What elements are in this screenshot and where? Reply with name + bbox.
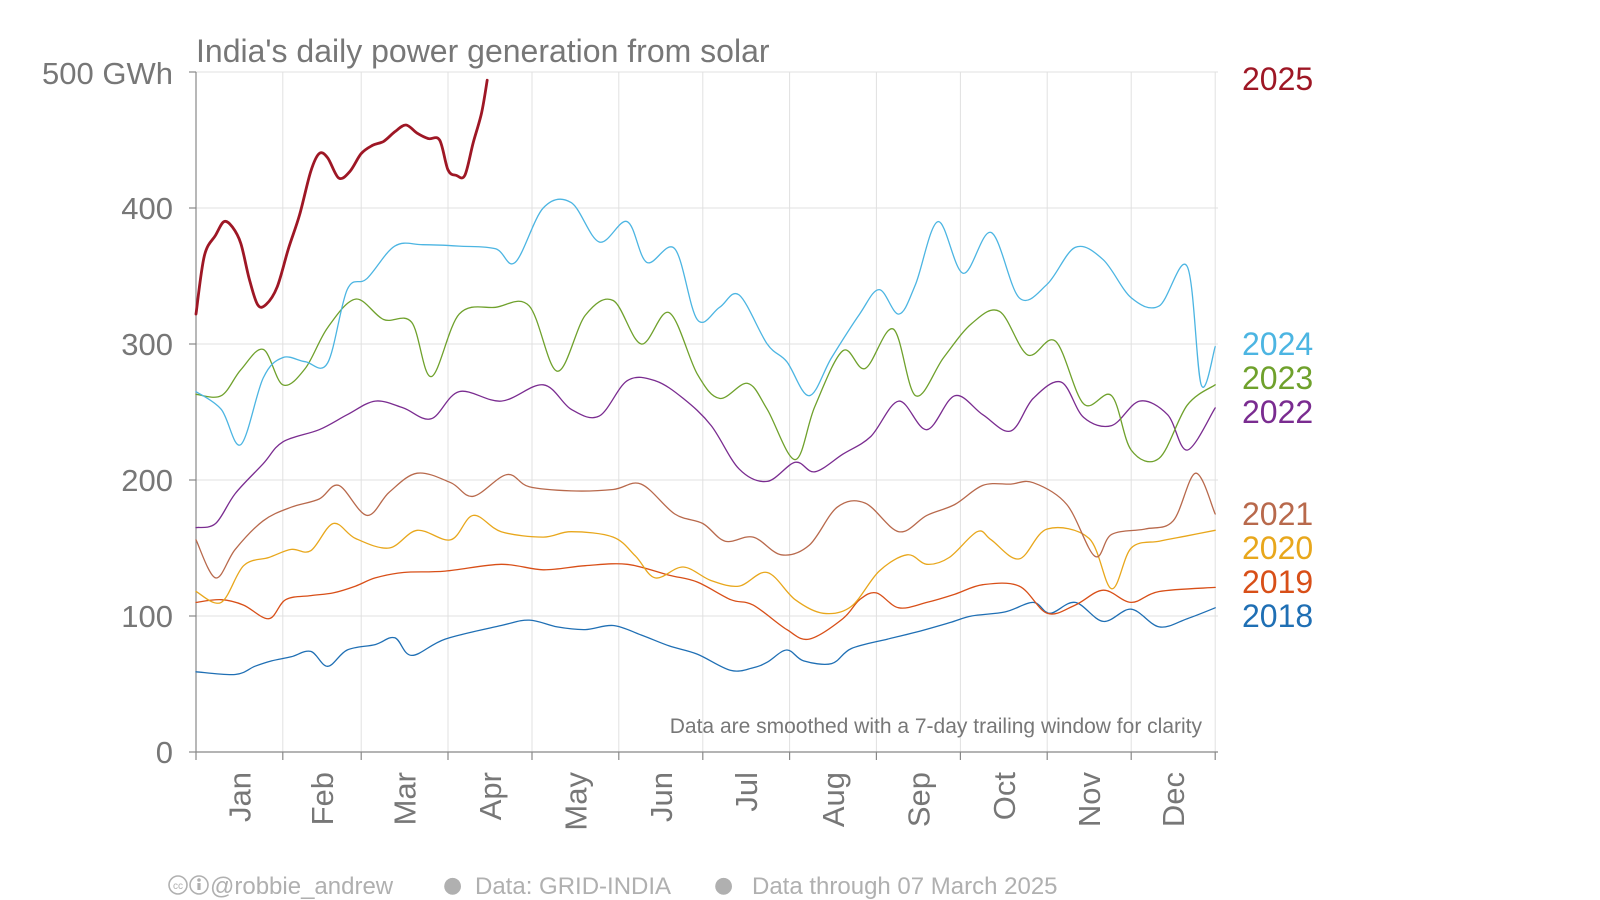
x-month-label: Jun bbox=[644, 772, 679, 822]
series-layer bbox=[194, 78, 1216, 676]
x-month-label: Feb bbox=[305, 772, 340, 825]
x-month-label: Jul bbox=[729, 772, 764, 812]
y-tick-label: 200 bbox=[121, 463, 173, 498]
credit-separator-dot: ● bbox=[714, 873, 733, 898]
legend-label-2018: 2018 bbox=[1242, 598, 1313, 634]
x-month-label: Apr bbox=[473, 772, 508, 820]
legend-label-2022: 2022 bbox=[1242, 394, 1313, 430]
legend-label-2019: 2019 bbox=[1242, 564, 1313, 600]
y-axis-top-unit-label: 500 GWh bbox=[42, 56, 173, 91]
svg-text:cc: cc bbox=[173, 881, 183, 892]
author-credit: @robbie_andrew bbox=[210, 873, 394, 900]
credit-separator-dot: ● bbox=[443, 873, 462, 898]
series-line-2024 bbox=[195, 198, 1216, 446]
series-line-2021 bbox=[195, 472, 1216, 579]
legend-label-2024: 2024 bbox=[1242, 326, 1313, 362]
creative-commons-icon: cc bbox=[168, 875, 188, 895]
series-line-2020 bbox=[195, 514, 1216, 615]
series-line-2022 bbox=[195, 376, 1216, 529]
x-month-label: Aug bbox=[816, 772, 851, 827]
x-month-label: Dec bbox=[1156, 772, 1191, 827]
credits-line: cc @robbie_andrew ● Data: GRID-INDIA ● D… bbox=[168, 873, 1058, 900]
y-tick-label: 100 bbox=[121, 599, 173, 634]
series-line-2025 bbox=[194, 78, 489, 316]
series-line-2019 bbox=[195, 563, 1216, 641]
grid-layer bbox=[196, 71, 1218, 753]
legend-label-2023: 2023 bbox=[1242, 360, 1313, 396]
chart-title: India's daily power generation from sola… bbox=[196, 33, 770, 69]
data-source-credit: Data: GRID-INDIA bbox=[475, 873, 671, 900]
legend-label-2025: 2025 bbox=[1242, 61, 1313, 97]
y-tick-label: 400 bbox=[121, 191, 173, 226]
x-month-label: Mar bbox=[388, 772, 423, 825]
smoothing-annotation: Data are smoothed with a 7-day trailing … bbox=[670, 715, 1203, 738]
axis-layer: 0 100 200 300 400 Jan Feb Mar Apr May Jun Jul Aug Sep… bbox=[121, 71, 1218, 831]
attribution-icon bbox=[189, 875, 209, 895]
x-month-label: Jan bbox=[222, 772, 257, 822]
data-through-credit: Data through 07 March 2025 bbox=[752, 873, 1058, 900]
y-tick-label: 0 bbox=[156, 735, 173, 770]
series-line-2023 bbox=[195, 298, 1216, 463]
x-month-label: May bbox=[558, 772, 593, 831]
legend-label-2020: 2020 bbox=[1242, 530, 1313, 566]
x-month-label: Sep bbox=[901, 772, 936, 827]
legend-label-2021: 2021 bbox=[1242, 496, 1313, 532]
x-month-label: Nov bbox=[1072, 772, 1107, 828]
y-tick-label: 300 bbox=[121, 327, 173, 362]
series-line-2018 bbox=[195, 601, 1216, 676]
x-month-label: Oct bbox=[987, 772, 1022, 821]
